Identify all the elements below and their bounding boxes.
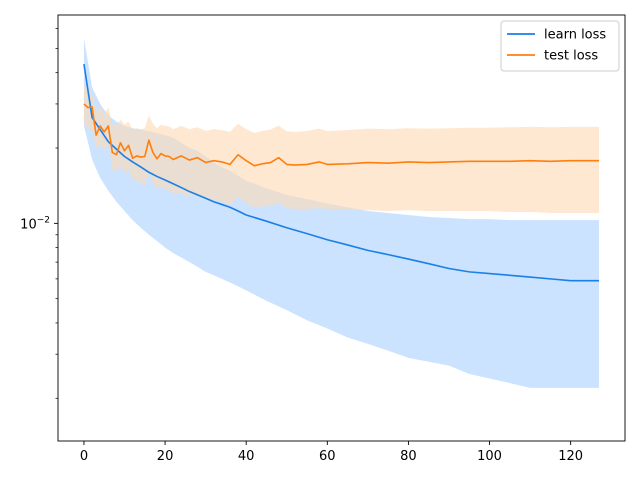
y-tick-label-base: 10 [20, 217, 37, 232]
learn-loss-band [83, 38, 600, 388]
x-tick-label: 120 [558, 449, 583, 464]
y-tick-label: 10−2 [20, 215, 50, 232]
learn-loss-line [83, 63, 600, 282]
legend-label-test-loss: test loss [544, 49, 598, 64]
legend: learn loss test loss [500, 20, 620, 72]
test-loss-band [83, 85, 600, 213]
plot-frame [57, 14, 626, 442]
x-tick-label: 20 [157, 449, 174, 464]
y-tick-label-exponent: −2 [37, 215, 50, 225]
x-tick-label: 100 [477, 449, 502, 464]
confidence-bands [83, 38, 600, 388]
x-tick-label: 80 [400, 449, 417, 464]
legend-label-learn-loss: learn loss [544, 28, 606, 43]
x-tick-label: 60 [319, 449, 336, 464]
x-tick-label: 0 [80, 449, 88, 464]
x-tick-label: 40 [238, 449, 255, 464]
axes: 0 20 40 60 80 100 120 10−2 [20, 14, 626, 464]
test-loss-line [83, 103, 600, 167]
series-lines [83, 63, 600, 282]
